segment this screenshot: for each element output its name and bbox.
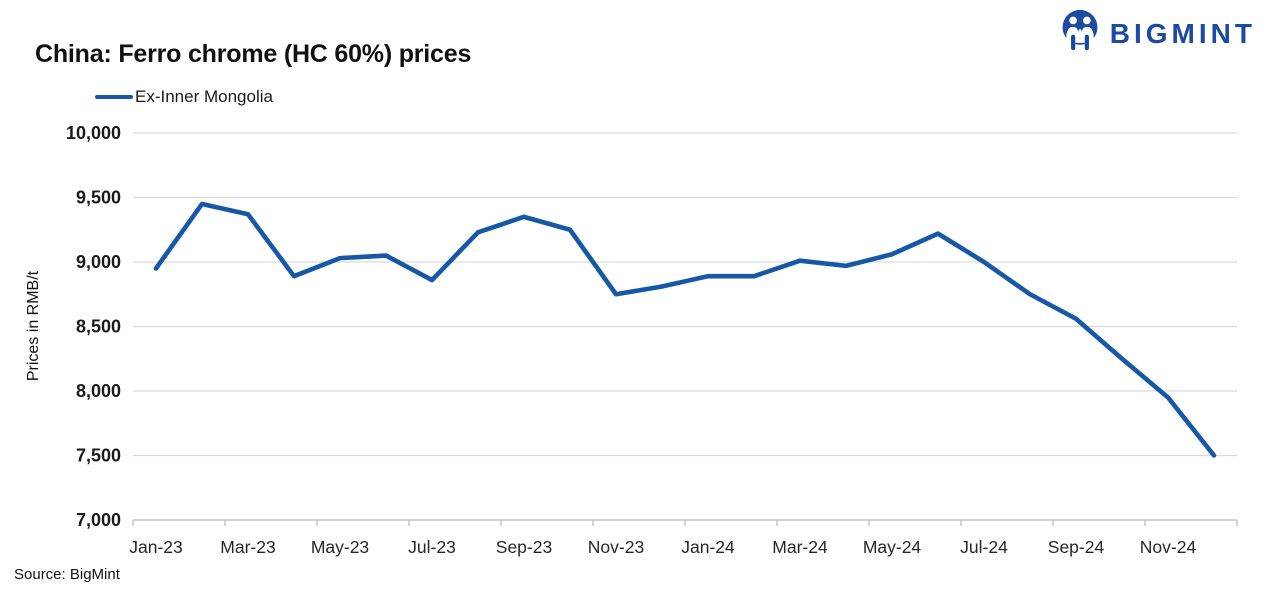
- x-tick-label: May-24: [863, 537, 922, 557]
- x-tick-label: Sep-23: [496, 537, 552, 557]
- bigmint-logo: BIGMINT: [1058, 8, 1256, 59]
- y-tick-label: 8,500: [76, 317, 121, 337]
- x-tick-label: Sep-24: [1048, 537, 1105, 557]
- x-tick-label: Jan-23: [129, 537, 183, 557]
- walrus-logo-icon: [1058, 8, 1102, 59]
- legend: Ex-Inner Mongolia: [95, 87, 273, 106]
- source-note: Source: BigMint: [14, 566, 120, 583]
- x-tick-label: Jul-24: [960, 537, 1008, 557]
- series-line-ex-inner-mongolia: [153, 201, 1217, 458]
- x-tick-label: Nov-24: [1140, 537, 1197, 557]
- y-tick-label: 9,500: [76, 188, 121, 208]
- x-tick-label: Jul-23: [408, 537, 456, 557]
- legend-line-swatch: [95, 94, 133, 100]
- y-tick-label: 8,000: [76, 381, 121, 401]
- y-axis-title: Prices in RMB/t: [25, 270, 42, 381]
- x-tick-label: Mar-23: [220, 537, 275, 557]
- y-tick-label: 7,000: [76, 510, 121, 530]
- y-tick-label: 7,500: [76, 446, 121, 466]
- bigmint-wordmark: BIGMINT: [1109, 17, 1256, 49]
- x-tick-label: Nov-23: [588, 537, 644, 557]
- y-tick-label: 9,000: [76, 252, 121, 272]
- y-tick-label: 10,000: [66, 123, 121, 143]
- x-tick-label: May-23: [311, 537, 369, 557]
- chart-title: China: Ferro chrome (HC 60%) prices: [35, 40, 472, 68]
- legend-label: Ex-Inner Mongolia: [135, 87, 273, 106]
- x-tick-label: Jan-24: [681, 537, 735, 557]
- x-tick-label: Mar-24: [772, 537, 828, 557]
